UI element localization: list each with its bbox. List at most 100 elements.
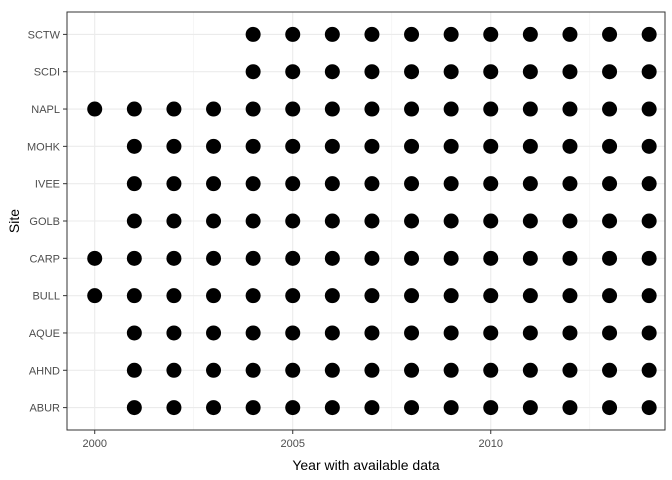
- data-point-bull-2007: [364, 288, 380, 304]
- data-point-mohk-2009: [443, 138, 459, 154]
- data-point-abur-2001: [126, 400, 142, 416]
- data-point-bull-2013: [602, 288, 618, 304]
- data-point-golb-2010: [483, 213, 499, 229]
- data-point-golb-2008: [404, 213, 420, 229]
- data-point-bull-2000: [87, 288, 103, 304]
- data-point-ahnd-2003: [206, 362, 222, 378]
- x-axis-ticks: 2000 2005 2010: [82, 430, 503, 450]
- data-point-scdi-2013: [602, 64, 618, 80]
- data-point-carp-2005: [285, 250, 301, 266]
- data-point-napl-2011: [522, 101, 538, 117]
- data-point-mohk-2013: [602, 138, 618, 154]
- data-point-ahnd-2008: [404, 362, 420, 378]
- y-tick-label-aque: AQUE: [29, 328, 60, 340]
- data-point-aque-2003: [206, 325, 222, 341]
- data-point-napl-2002: [166, 101, 182, 117]
- data-point-napl-2001: [126, 101, 142, 117]
- data-point-mohk-2004: [245, 138, 261, 154]
- data-point-napl-2008: [404, 101, 420, 117]
- data-point-sctw-2012: [562, 26, 578, 42]
- data-point-abur-2014: [641, 400, 657, 416]
- y-axis-title: Site: [6, 209, 22, 233]
- data-point-golb-2013: [602, 213, 618, 229]
- y-tick-label-scdi: SCDI: [34, 67, 60, 79]
- data-point-napl-2004: [245, 101, 261, 117]
- data-point-ivee-2011: [522, 176, 538, 192]
- data-point-scdi-2006: [324, 64, 340, 80]
- y-tick-label-sctw: SCTW: [28, 29, 61, 41]
- data-point-carp-2009: [443, 250, 459, 266]
- data-point-mohk-2006: [324, 138, 340, 154]
- data-point-aque-2009: [443, 325, 459, 341]
- data-point-sctw-2008: [404, 26, 420, 42]
- data-point-ahnd-2007: [364, 362, 380, 378]
- data-point-scdi-2004: [245, 64, 261, 80]
- data-point-golb-2005: [285, 213, 301, 229]
- y-tick-label-mohk: MOHK: [27, 141, 61, 153]
- data-point-carp-2013: [602, 250, 618, 266]
- data-point-bull-2011: [522, 288, 538, 304]
- data-point-aque-2012: [562, 325, 578, 341]
- data-point-sctw-2013: [602, 26, 618, 42]
- data-point-sctw-2004: [245, 26, 261, 42]
- data-point-bull-2005: [285, 288, 301, 304]
- data-point-aque-2013: [602, 325, 618, 341]
- data-point-napl-2010: [483, 101, 499, 117]
- data-point-ivee-2006: [324, 176, 340, 192]
- data-point-ahnd-2013: [602, 362, 618, 378]
- data-point-bull-2006: [324, 288, 340, 304]
- data-point-scdi-2005: [285, 64, 301, 80]
- data-point-sctw-2010: [483, 26, 499, 42]
- data-point-ahnd-2009: [443, 362, 459, 378]
- data-point-carp-2014: [641, 250, 657, 266]
- data-point-napl-2012: [562, 101, 578, 117]
- data-point-scdi-2014: [641, 64, 657, 80]
- data-point-mohk-2008: [404, 138, 420, 154]
- data-point-napl-2006: [324, 101, 340, 117]
- data-point-mohk-2005: [285, 138, 301, 154]
- y-tick-label-napl: NAPL: [31, 104, 60, 116]
- data-point-abur-2006: [324, 400, 340, 416]
- data-point-aque-2002: [166, 325, 182, 341]
- data-point-golb-2007: [364, 213, 380, 229]
- data-point-carp-2004: [245, 250, 261, 266]
- data-point-ahnd-2014: [641, 362, 657, 378]
- y-tick-label-carp: CARP: [29, 253, 60, 265]
- data-point-napl-2014: [641, 101, 657, 117]
- data-point-aque-2001: [126, 325, 142, 341]
- x-tick-label: 2005: [280, 438, 304, 450]
- data-point-ahnd-2011: [522, 362, 538, 378]
- data-point-abur-2007: [364, 400, 380, 416]
- data-point-napl-2007: [364, 101, 380, 117]
- data-point-ahnd-2012: [562, 362, 578, 378]
- data-point-napl-2013: [602, 101, 618, 117]
- data-point-ivee-2007: [364, 176, 380, 192]
- data-point-golb-2004: [245, 213, 261, 229]
- data-point-sctw-2011: [522, 26, 538, 42]
- data-point-bull-2010: [483, 288, 499, 304]
- data-point-ivee-2004: [245, 176, 261, 192]
- data-point-carp-2001: [126, 250, 142, 266]
- data-point-scdi-2007: [364, 64, 380, 80]
- y-tick-label-ahnd: AHND: [29, 365, 60, 377]
- data-point-ivee-2002: [166, 176, 182, 192]
- data-point-napl-2003: [206, 101, 222, 117]
- data-point-bull-2001: [126, 288, 142, 304]
- y-tick-label-abur: ABUR: [29, 403, 60, 415]
- data-point-carp-2000: [87, 250, 103, 266]
- data-point-ivee-2013: [602, 176, 618, 192]
- data-point-abur-2010: [483, 400, 499, 416]
- data-point-aque-2006: [324, 325, 340, 341]
- data-point-ivee-2009: [443, 176, 459, 192]
- data-point-napl-2000: [87, 101, 103, 117]
- data-point-aque-2004: [245, 325, 261, 341]
- data-point-ahnd-2002: [166, 362, 182, 378]
- y-tick-label-bull: BULL: [32, 291, 60, 303]
- data-point-abur-2009: [443, 400, 459, 416]
- data-point-carp-2006: [324, 250, 340, 266]
- x-axis-title: Year with available data: [292, 457, 440, 473]
- data-point-bull-2002: [166, 288, 182, 304]
- data-point-mohk-2011: [522, 138, 538, 154]
- data-point-sctw-2007: [364, 26, 380, 42]
